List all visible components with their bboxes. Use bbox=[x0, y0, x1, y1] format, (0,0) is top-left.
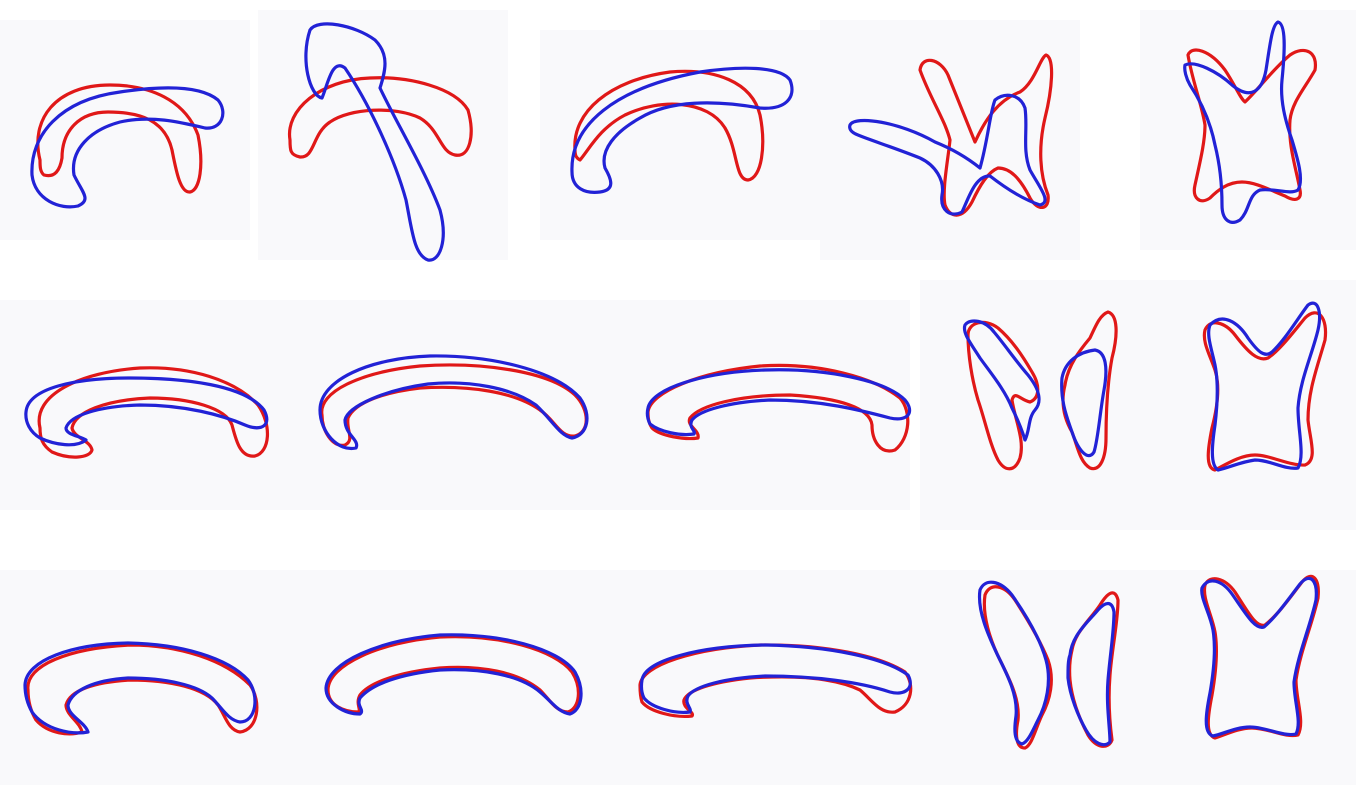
overlay-r1c3 bbox=[570, 66, 794, 194]
overlay-r3c3 bbox=[638, 643, 913, 718]
red-contour bbox=[26, 643, 259, 736]
blue-contour bbox=[324, 633, 583, 716]
blue-contour bbox=[1183, 20, 1303, 224]
panel-background bbox=[0, 20, 250, 240]
overlay-r1c2 bbox=[287, 22, 473, 262]
panel-background bbox=[920, 280, 1356, 530]
blue-contour bbox=[848, 93, 1047, 216]
red-contour bbox=[646, 363, 910, 453]
panel-background bbox=[0, 570, 1356, 785]
red-contour bbox=[1202, 311, 1328, 472]
overlay-r1c4 bbox=[848, 53, 1054, 217]
overlay-r3c5 bbox=[1200, 574, 1320, 740]
blue-contour bbox=[304, 22, 445, 262]
blue-contour bbox=[24, 376, 269, 447]
red-contour bbox=[287, 76, 473, 159]
overlay-r1c1 bbox=[30, 83, 225, 209]
blue-contour bbox=[318, 354, 589, 451]
overlay-r3c1 bbox=[23, 641, 259, 736]
overlay-r3c4 bbox=[977, 580, 1120, 750]
blue-contour bbox=[1207, 301, 1322, 472]
blue-contour bbox=[23, 641, 257, 735]
overlay-r2c2 bbox=[318, 354, 589, 451]
red-contour bbox=[36, 83, 203, 194]
overlay-r2c5 bbox=[1202, 301, 1328, 472]
blue-contour bbox=[639, 643, 912, 714]
blue-contour bbox=[570, 66, 794, 194]
blue-contour bbox=[1200, 576, 1318, 738]
overlay-r2c3 bbox=[645, 363, 912, 453]
red-contour bbox=[918, 53, 1054, 217]
overlay-r1c5 bbox=[1183, 20, 1317, 224]
overlay-r2c1 bbox=[24, 366, 270, 459]
panel-background bbox=[540, 30, 820, 240]
red-contour bbox=[573, 69, 765, 182]
overlay-r2c4 bbox=[962, 310, 1118, 471]
red-contour bbox=[966, 310, 1118, 471]
red-contour bbox=[1186, 48, 1317, 203]
red-contour bbox=[1202, 574, 1320, 740]
blue-contour bbox=[645, 368, 912, 437]
overlay-r3c2 bbox=[324, 633, 583, 716]
blue-contour bbox=[977, 580, 1116, 747]
blue-contour bbox=[962, 319, 1108, 458]
blue-contour bbox=[30, 86, 225, 209]
